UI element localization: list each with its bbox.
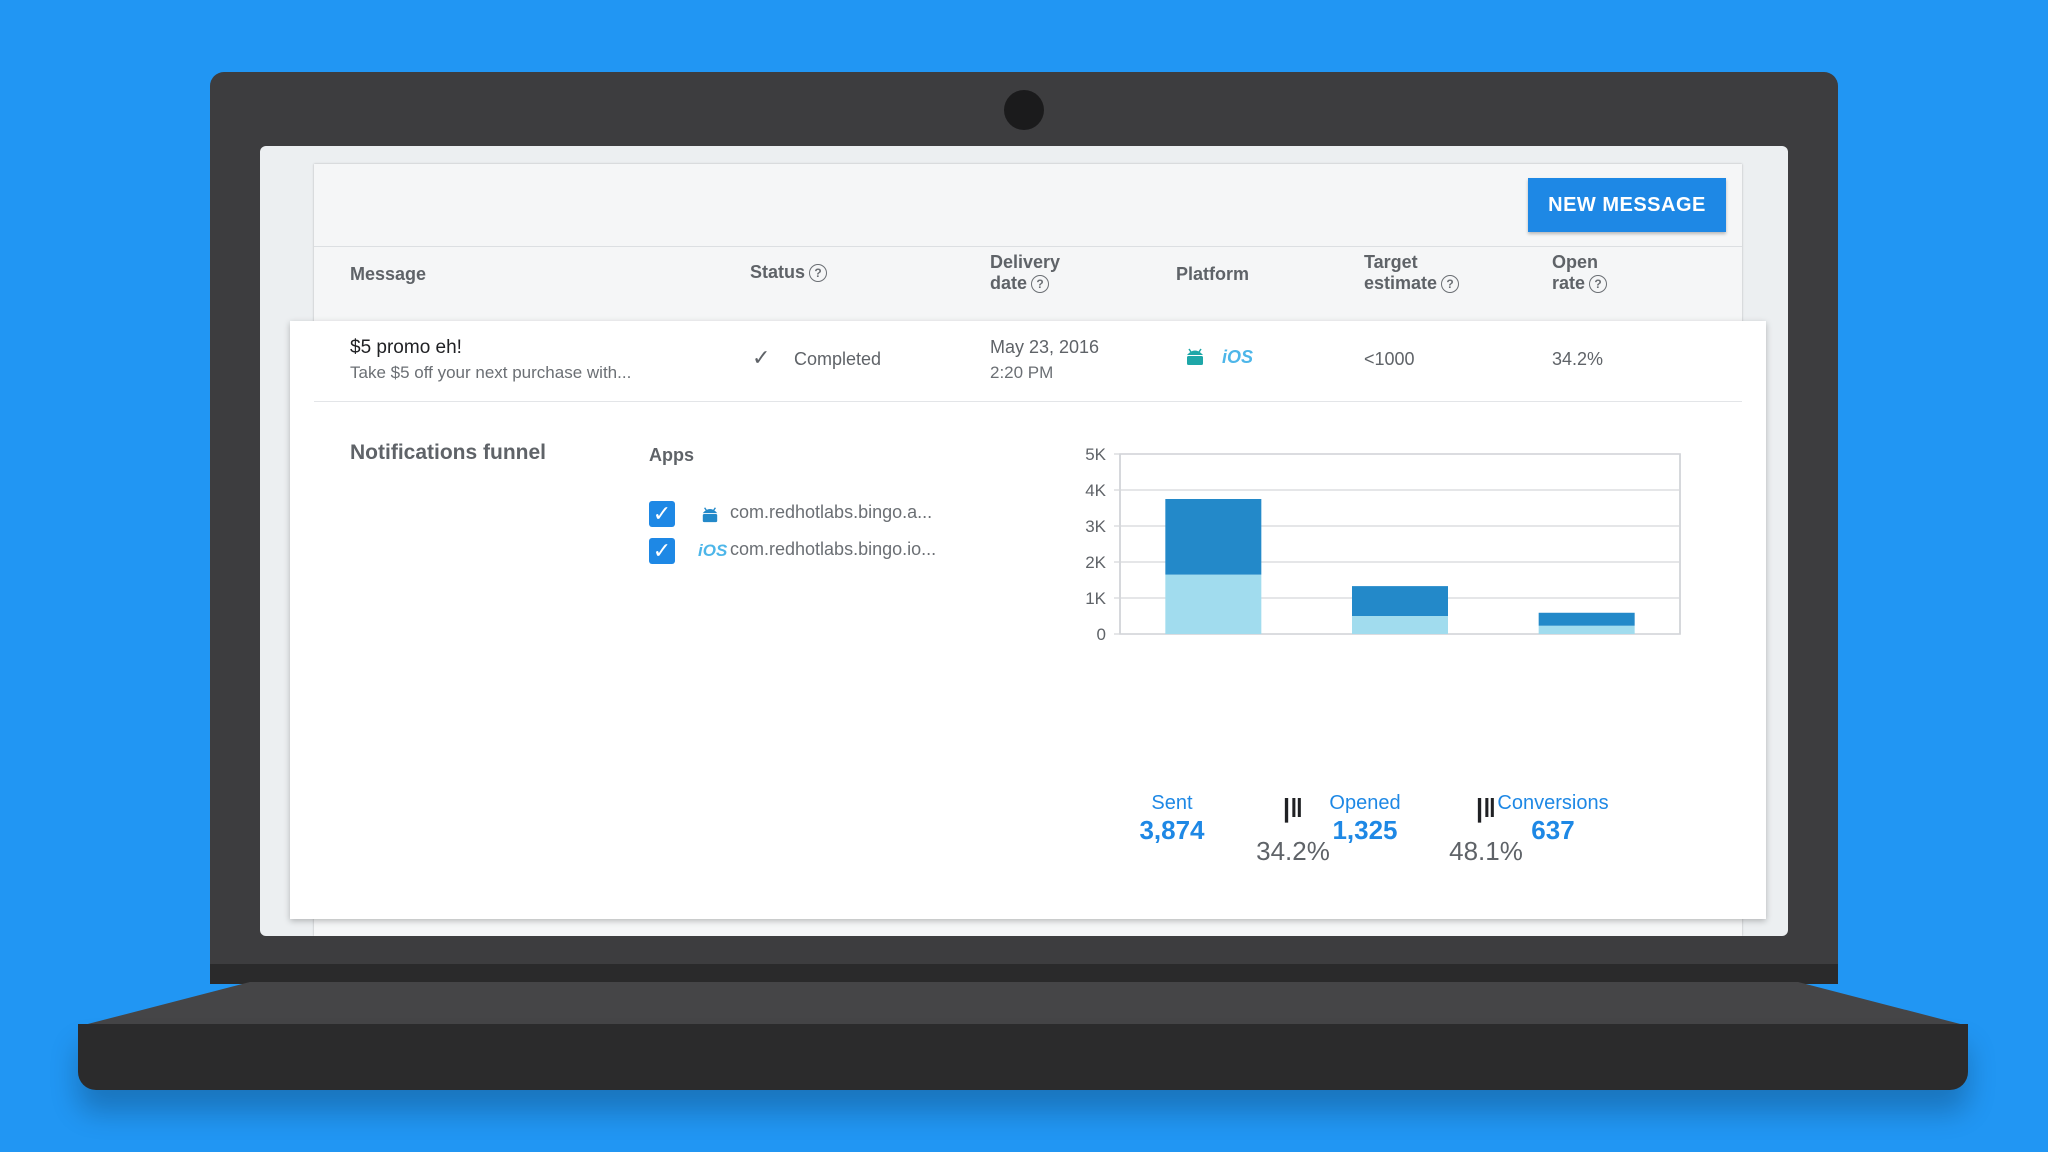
header-delivery-line1: Delivery [990,252,1061,272]
target-estimate: <1000 [1364,349,1415,369]
stage-label: Conversions [1497,792,1609,814]
laptop-base [78,1024,1968,1090]
bar-opened-segment-1 [1352,586,1448,616]
divider [314,401,1742,402]
funnel-title: Notifications funnel [350,441,546,464]
open-rate: 34.2% [1552,349,1604,369]
laptop-base-top [80,982,1968,1026]
toolbar: NEW MESSAGE [314,164,1742,247]
funnel-stage-conversions: Conversions 637 [1483,792,1623,846]
bar-conversions-segment-0 [1538,625,1635,634]
bar-opened-segment-0 [1352,616,1448,634]
help-icon[interactable]: ? [1441,275,1460,294]
funnel-stage-sent: Sent 3,874 [1107,792,1237,846]
message-title: $5 promo eh! [350,337,462,358]
header-status-label: Status [750,262,806,282]
stage-value: 637 [1531,815,1575,845]
delivery-time: 2:20 PM [990,363,1054,382]
bar-conversions-segment-1 [1538,612,1635,626]
header-target-line2: estimate [1364,273,1438,293]
header-platform[interactable]: Platform [1176,264,1250,284]
new-message-button[interactable]: NEW MESSAGE [1528,178,1726,232]
header-target-line1: Target [1364,252,1418,272]
y-tick-label: 2K [1085,553,1106,572]
header-open-line2: rate [1552,273,1586,293]
table-row[interactable]: $5 promo eh! Take $5 off your next purch… [290,321,1766,401]
expanded-message-card: $5 promo eh! Take $5 off your next purch… [290,321,1766,919]
camera-icon [1004,90,1044,130]
conversion-rate: 48.1% [1449,836,1523,866]
app-checkbox-android[interactable]: ✓ [649,501,675,527]
stage-label: Opened [1329,792,1401,814]
y-tick-label: 4K [1085,481,1106,500]
app-name-android: com.redhotlabs.bingo.a... [730,502,933,522]
stage-value: 1,325 [1332,815,1398,845]
ios-icon: iOS [1222,347,1254,367]
y-tick-label: 1K [1085,589,1106,608]
header-target-estimate[interactable]: Target estimate? [1364,252,1460,294]
bar-sent-segment-1 [1165,499,1262,575]
funnel-bar-chart: 0 1K 2K 3K 4K 5K [1085,445,1681,644]
delivery-date: May 23, 2016 [990,337,1100,357]
android-icon [702,507,718,523]
funnel-arrow-icon: |‖ [1475,793,1497,823]
app-name-ios: com.redhotlabs.bingo.io... [730,539,937,559]
android-icon [1187,348,1203,365]
app-checkbox-ios[interactable]: ✓ [649,538,675,564]
help-icon[interactable]: ? [1031,275,1050,294]
check-icon: ✓ [752,345,771,370]
header-open-rate[interactable]: Open rate? [1552,252,1608,294]
stage-value: 3,874 [1139,815,1205,845]
message-body: Take $5 off your next purchase with... [350,363,632,382]
header-open-line1: Open [1552,252,1599,272]
help-icon[interactable]: ? [1589,275,1608,294]
funnel-arrow-icon: |‖ [1282,793,1304,823]
help-icon[interactable]: ? [809,264,828,283]
header-message[interactable]: Message [350,264,427,284]
bar-sent-segment-0 [1165,574,1262,634]
open-conversion-rate: 34.2% [1256,836,1330,866]
header-delivery-date[interactable]: Delivery date? [990,252,1060,294]
status-text: Completed [794,349,882,369]
stage-label: Sent [1151,792,1193,814]
ios-icon: iOS [698,541,728,560]
laptop-hinge [210,964,1838,984]
y-tick-label: 3K [1085,517,1106,536]
funnel-stage-opened: Opened 1,325 [1300,792,1430,846]
header-delivery-line2: date [990,273,1028,293]
y-tick-label: 0 [1097,625,1106,644]
header-status[interactable]: Status? [750,262,828,283]
y-tick-label: 5K [1085,445,1106,464]
apps-label: Apps [649,445,694,465]
